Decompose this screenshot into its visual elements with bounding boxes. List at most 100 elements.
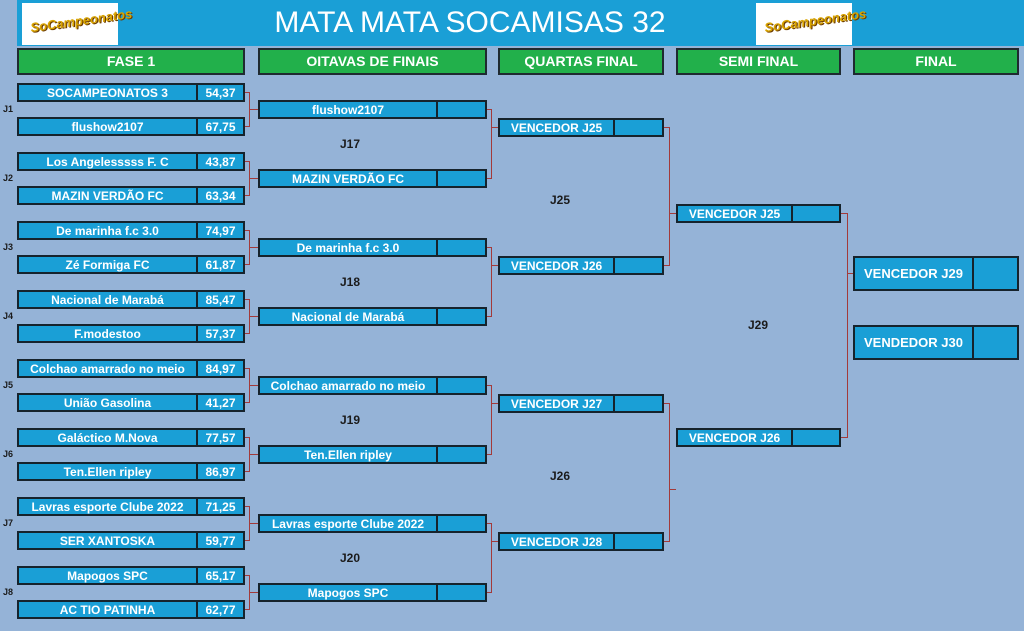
team-name: VENDEDOR J30 xyxy=(864,334,963,350)
team-name: VENCEDOR J28 xyxy=(510,534,603,549)
team-row[interactable]: MAZIN VERDÃO FC xyxy=(258,169,487,188)
match-label: J19 xyxy=(340,413,361,427)
connector-line xyxy=(245,402,250,403)
connector-line xyxy=(249,316,258,317)
connector-line xyxy=(669,403,670,542)
logo-left: SoCampeonatos xyxy=(22,3,133,45)
connector-line xyxy=(669,127,670,266)
connector-line xyxy=(487,385,492,386)
team-row[interactable]: Lavras esporte Clube 2022 71,25 xyxy=(17,497,245,516)
match-label: J17 xyxy=(340,137,361,151)
team-row[interactable]: VENCEDOR J29 xyxy=(853,256,1019,291)
team-row[interactable]: VENDEDOR J30 xyxy=(853,325,1019,360)
team-row[interactable]: Los Angelesssss F. C 43,87 xyxy=(17,152,245,171)
score-cell: 62,77 xyxy=(196,602,243,617)
score-cell: 84,97 xyxy=(196,361,243,376)
connector-line xyxy=(249,385,258,386)
team-name: flushow2107 xyxy=(311,102,385,117)
team-row[interactable]: Colchao amarrado no meio xyxy=(258,376,487,395)
team-name: VENCEDOR J25 xyxy=(688,206,781,221)
team-row[interactable]: Galáctico M.Nova 77,57 xyxy=(17,428,245,447)
match-label: J6 xyxy=(3,449,14,459)
team-row[interactable]: F.modestoo 57,37 xyxy=(17,324,245,343)
connector-line xyxy=(245,609,250,610)
connector-line xyxy=(841,213,848,214)
team-row[interactable]: Ten.Ellen ripley xyxy=(258,445,487,464)
match-label: J5 xyxy=(3,380,14,390)
team-name: SER XANTOSKA xyxy=(59,533,156,548)
header-3: SEMI FINAL xyxy=(676,48,841,75)
match-label: J4 xyxy=(3,311,14,321)
score-cell: 85,47 xyxy=(196,292,243,307)
header-0: FASE 1 xyxy=(17,48,245,75)
connector-line xyxy=(245,471,250,472)
team-row[interactable]: Mapogos SPC xyxy=(258,583,487,602)
connector-line xyxy=(249,178,258,179)
connector-line xyxy=(245,264,250,265)
team-name: Colchao amarrado no meio xyxy=(270,378,426,393)
team-name: VENCEDOR J27 xyxy=(510,396,603,411)
team-name: flushow2107 xyxy=(71,119,144,134)
team-row[interactable]: VENCEDOR J25 xyxy=(498,118,664,137)
score-cell xyxy=(436,585,485,600)
connector-line xyxy=(245,506,250,507)
team-name: De marinha f.c 3.0 xyxy=(296,240,400,255)
team-name: SOCAMPEONATOS 3 xyxy=(47,85,168,100)
team-row[interactable]: VENCEDOR J26 xyxy=(676,428,841,447)
team-row[interactable]: SER XANTOSKA 59,77 xyxy=(17,531,245,550)
connector-line xyxy=(249,523,258,524)
header-4: FINAL xyxy=(853,48,1019,75)
team-row[interactable]: VENCEDOR J28 xyxy=(498,532,664,551)
connector-line xyxy=(487,247,492,248)
score-cell xyxy=(613,396,662,411)
connector-line xyxy=(487,316,492,317)
match-label: J29 xyxy=(748,318,769,332)
connector-line xyxy=(249,109,258,110)
team-row[interactable]: VENCEDOR J27 xyxy=(498,394,664,413)
score-cell xyxy=(436,240,485,255)
connector-line xyxy=(664,403,670,404)
team-row[interactable]: De marinha f.c 3.0 74,97 xyxy=(17,221,245,240)
connector-line xyxy=(245,161,250,162)
score-cell: 41,27 xyxy=(196,395,243,410)
team-name: VENCEDOR J29 xyxy=(864,265,963,281)
team-name: Zé Formiga FC xyxy=(65,257,150,272)
team-name: MAZIN VERDÃO FC xyxy=(51,188,164,203)
connector-line xyxy=(245,575,250,576)
score-cell xyxy=(436,447,485,462)
team-row[interactable]: SOCAMPEONATOS 3 54,37 xyxy=(17,83,245,102)
title-bar xyxy=(17,0,1024,46)
team-row[interactable]: Nacional de Marabá xyxy=(258,307,487,326)
team-row[interactable]: Nacional de Marabá 85,47 xyxy=(17,290,245,309)
score-cell xyxy=(436,171,485,186)
team-row[interactable]: MAZIN VERDÃO FC 63,34 xyxy=(17,186,245,205)
team-row[interactable]: Colchao amarrado no meio 84,97 xyxy=(17,359,245,378)
score-cell xyxy=(613,120,662,135)
score-cell xyxy=(791,430,839,445)
team-row[interactable]: flushow2107 67,75 xyxy=(17,117,245,136)
team-name: VENCEDOR J26 xyxy=(510,258,603,273)
connector-line xyxy=(841,437,848,438)
team-row[interactable]: Ten.Ellen ripley 86,97 xyxy=(17,462,245,481)
team-name: VENCEDOR J26 xyxy=(688,430,781,445)
connector-line xyxy=(491,127,498,128)
team-name: F.modestoo xyxy=(74,326,141,341)
team-row[interactable]: De marinha f.c 3.0 xyxy=(258,238,487,257)
page-title: MATA MATA SOCAMISAS 32 xyxy=(274,6,666,39)
match-label: J20 xyxy=(340,551,361,565)
score-cell xyxy=(436,102,485,117)
logo-icon: SoCampeonatos xyxy=(763,5,868,36)
team-row[interactable]: Lavras esporte Clube 2022 xyxy=(258,514,487,533)
team-row[interactable]: VENCEDOR J25 xyxy=(676,204,841,223)
team-row[interactable]: VENCEDOR J26 xyxy=(498,256,664,275)
team-row[interactable]: Mapogos SPC 65,17 xyxy=(17,566,245,585)
connector-line xyxy=(249,454,258,455)
connector-line xyxy=(847,273,853,274)
team-row[interactable]: União Gasolina 41,27 xyxy=(17,393,245,412)
team-row[interactable]: flushow2107 xyxy=(258,100,487,119)
team-name: Nacional de Marabá xyxy=(291,309,405,324)
team-row[interactable]: AC TIO PATINHA 62,77 xyxy=(17,600,245,619)
team-row[interactable]: Zé Formiga FC 61,87 xyxy=(17,255,245,274)
score-cell: 43,87 xyxy=(196,154,243,169)
score-cell xyxy=(436,378,485,393)
